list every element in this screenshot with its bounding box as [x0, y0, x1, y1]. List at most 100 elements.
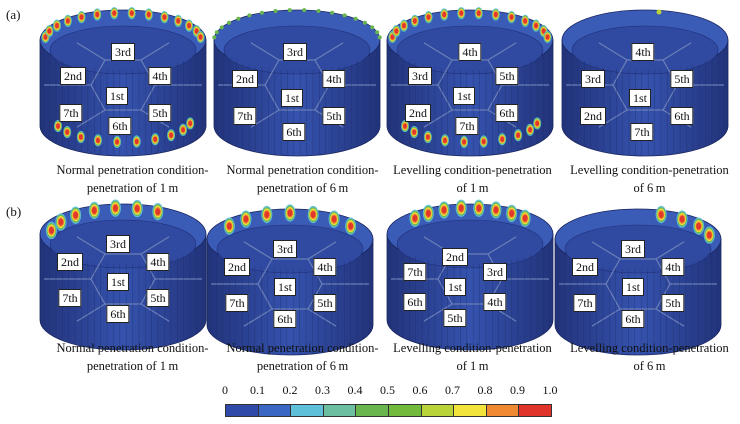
stress-dot: [214, 30, 219, 35]
stress-spot-top: [509, 14, 514, 20]
compartment-wall-1: [76, 42, 106, 61]
compartment-label: 1st: [106, 273, 130, 291]
colorbar-tick-label: 0.4: [347, 383, 363, 397]
stress-dot: [377, 35, 382, 40]
stress-spot-bottom: [462, 139, 467, 145]
compartment-wall-1: [423, 42, 453, 61]
compartment-label: 4th: [322, 70, 346, 88]
stress-spot-top: [534, 23, 539, 29]
compartment-label: 4th: [148, 67, 172, 85]
stress-spot-top: [412, 18, 417, 24]
caption-line: of 1 m: [456, 359, 489, 373]
colorbar-tick-label: 0.3: [315, 383, 330, 397]
row-label-b: (b): [6, 204, 22, 219]
compartment-label: 4th: [146, 253, 170, 271]
stress-spot-top: [129, 10, 134, 16]
colorbar-tick-label: 0.6: [412, 383, 428, 397]
panel-a-1: 3rd 2nd 4th 1st 7th 5th 6th: [38, 6, 208, 157]
compartment-label: 6th: [108, 117, 132, 135]
panel-b-1: 3rd 2nd 4th 1st 7th 5th 6th: [38, 199, 208, 351]
stress-spot-bottom: [516, 132, 521, 138]
panel-caption: Levelling condition-penetration of 6 m: [557, 339, 740, 375]
stress-spot-top: [194, 28, 199, 34]
compartment-label: 6th: [670, 107, 694, 125]
caption-line: Levelling condition-penetration: [393, 163, 552, 177]
stress-spot-top: [198, 34, 203, 40]
compartment-wall-2: [487, 42, 517, 61]
compartment-label: 1st: [105, 87, 129, 105]
colorbar-segment: [519, 405, 551, 416]
compartment-label: 2nd: [442, 248, 468, 266]
colorbar-tick-label: 0.7: [445, 383, 460, 397]
compartment-wall-1: [250, 42, 280, 61]
stress-dot: [370, 25, 375, 30]
caption-line: Normal penetration condition-: [226, 163, 379, 177]
stress-spot: [310, 211, 316, 219]
stress-dot: [656, 9, 662, 15]
stress-spot-top: [523, 18, 528, 24]
stress-spot-bottom: [56, 123, 60, 129]
stress-dot: [330, 10, 335, 15]
compartment-label: 3rd: [483, 263, 507, 281]
stress-spot: [706, 231, 712, 239]
caption-line: Normal penetration condition-: [56, 163, 209, 177]
stress-spot: [58, 218, 64, 226]
stress-spot-top: [459, 10, 464, 16]
caption-line: of 6 m: [633, 359, 666, 373]
stress-spot-bottom: [78, 134, 83, 140]
stress-spot-bottom: [115, 139, 120, 145]
stress-spot: [696, 222, 702, 230]
panel-caption: Normal penetration condition-penetration…: [40, 339, 225, 375]
panel-caption: Levelling condition-penetration of 1 m: [380, 161, 565, 197]
stress-spot: [425, 209, 431, 217]
caption-line: Normal penetration condition-: [56, 341, 209, 355]
panel-caption: Levelling condition-penetration of 6 m: [557, 161, 740, 197]
stress-spot: [112, 204, 118, 212]
compartment-label: 5th: [313, 294, 337, 312]
colorbar-segment: [486, 405, 520, 416]
stress-spot-top: [176, 18, 181, 24]
stress-spot-top: [476, 10, 481, 16]
colorbar-tick-label: 1.0: [542, 383, 558, 397]
compartment-label: 6th: [282, 123, 306, 141]
colorbar-tick-label: 0.9: [510, 383, 525, 397]
stress-spot-top: [442, 11, 447, 18]
compartment-wall-1: [591, 241, 621, 260]
stress-spot: [509, 209, 515, 217]
compartment-label: 4th: [661, 258, 685, 276]
stress-spot-top: [401, 23, 406, 29]
caisson-contour-plot: [386, 199, 554, 351]
compartment-label: 1st: [621, 278, 645, 296]
stress-dot: [273, 9, 278, 14]
stress-spot: [522, 214, 528, 222]
caption-line: Levelling condition-penetration: [570, 163, 729, 177]
compartment-label: 2nd: [580, 107, 606, 125]
stress-spot-bottom: [443, 137, 447, 143]
colorbar-ticks: 0 0.1 0.2 0.3 0.4 0.5 0.6 0.7 0.8 0.9 1.0: [222, 383, 558, 399]
stress-spot: [348, 222, 354, 230]
stress-dot: [247, 13, 252, 18]
stress-dot: [236, 16, 241, 21]
colorbar-tick-label: 0.8: [477, 383, 493, 397]
compartment-wall-2: [487, 236, 517, 255]
stress-spot: [73, 211, 79, 219]
compartment-label: 2nd: [224, 258, 250, 276]
caption-line: of 1 m: [456, 181, 489, 195]
stress-spot: [264, 211, 270, 219]
stress-spot: [493, 206, 499, 214]
panel-a-2: 3rd 2nd 4th 1st 7th 5th 6th: [212, 6, 382, 157]
panel-b-4: 3rd 2nd 4th 1st 7th 5th 6th: [553, 205, 723, 356]
stress-spot: [91, 206, 97, 214]
stress-spot: [476, 204, 482, 212]
stress-spot: [658, 211, 664, 219]
stress-spot: [458, 204, 464, 212]
stress-spot-bottom: [65, 129, 70, 135]
caisson-inner: [396, 219, 544, 269]
stress-spot-bottom: [134, 138, 139, 145]
stress-dot: [342, 13, 347, 18]
stress-spot: [287, 209, 293, 217]
panel-b-3: 2nd 7th 3rd 1st 6th 4th 5th: [385, 199, 555, 351]
compartment-wall-2: [662, 42, 692, 61]
stress-spot-bottom: [96, 137, 100, 143]
stress-spot-bottom: [188, 120, 193, 127]
